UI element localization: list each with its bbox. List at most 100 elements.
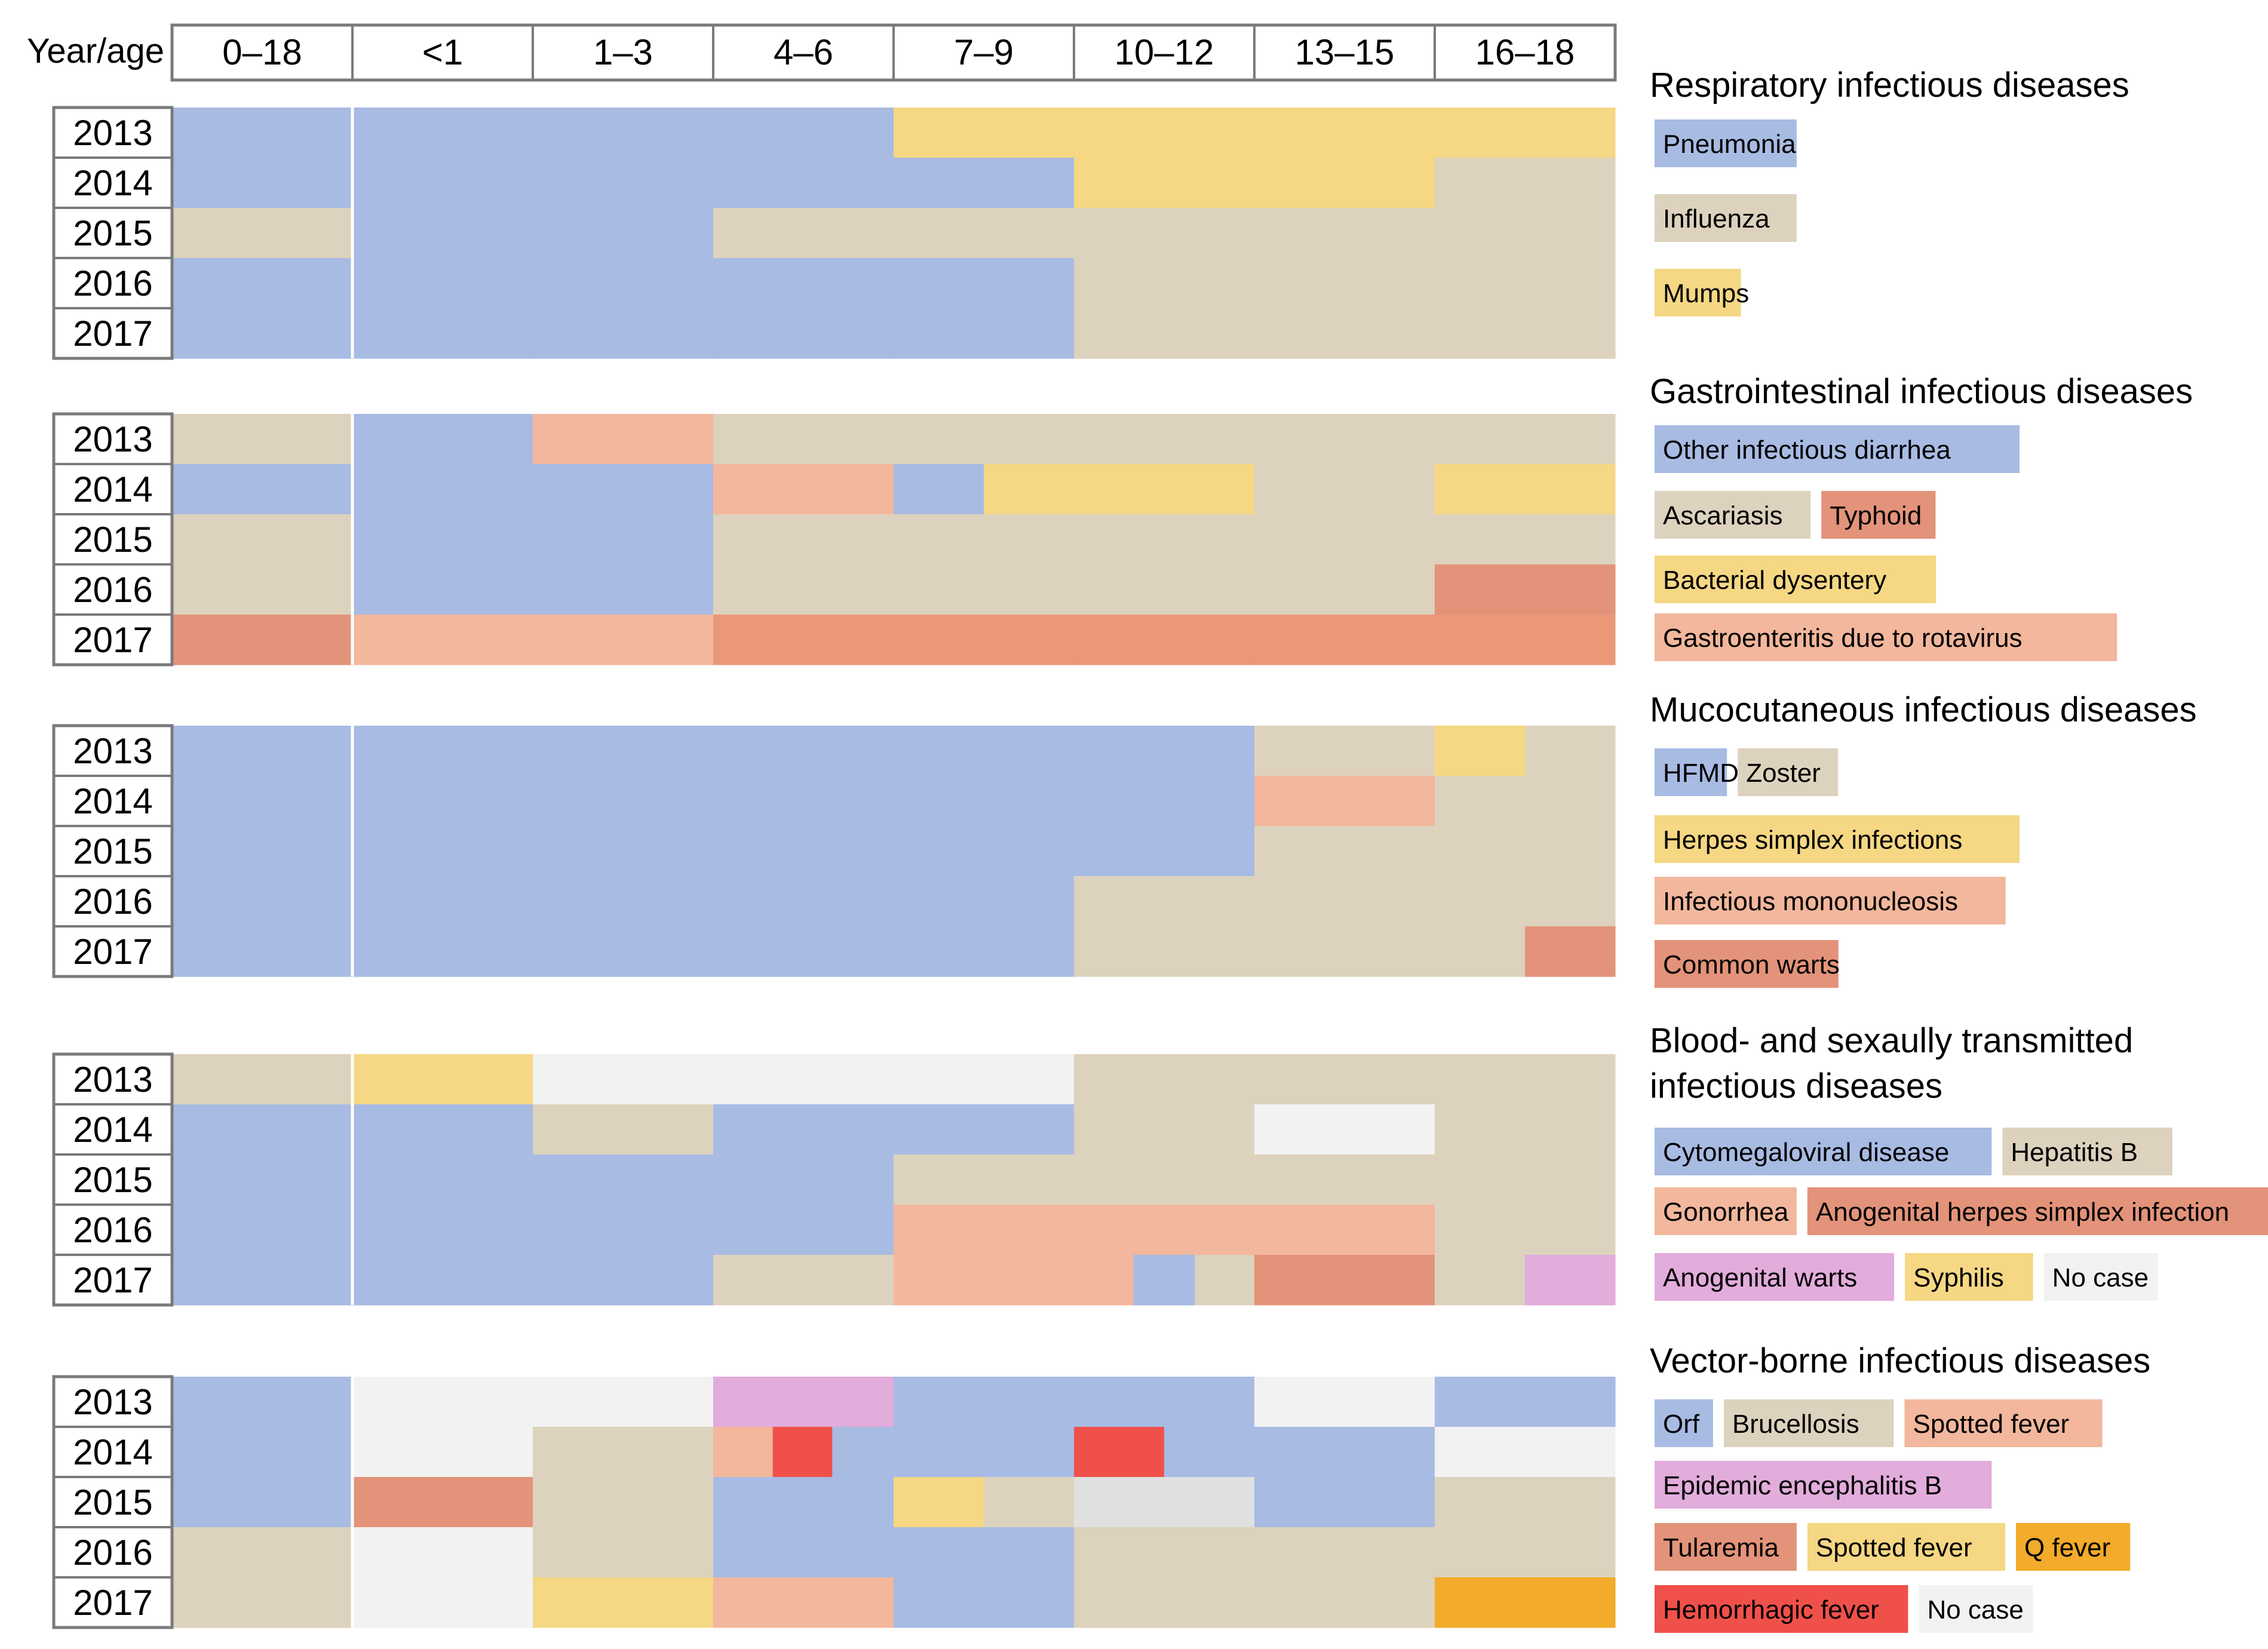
legend-label: Brucellosis (1732, 1410, 1859, 1439)
legend-label: Tularemia (1663, 1533, 1779, 1562)
heatmap-cell (533, 1104, 714, 1155)
legend-item: HFMD (1655, 748, 1739, 796)
legend-label: Herpes simplex infections (1663, 825, 1962, 855)
heatmap-cell (172, 826, 353, 877)
year-tick-label: 2016 (73, 1533, 152, 1573)
year-tick-label: 2014 (73, 1432, 152, 1472)
heatmap-cell (172, 258, 353, 309)
legend-item: Hepatitis B (2002, 1128, 2172, 1175)
legend-title: Gastrointestinal infectious diseases (1650, 372, 2193, 411)
heatmap-cell (713, 1255, 894, 1306)
legend-item: Anogenital warts (1655, 1253, 1895, 1301)
legend-swatch (1655, 877, 2006, 925)
heatmap-cell (1074, 1377, 1255, 1427)
year-tick-label: 2015 (73, 1160, 152, 1200)
heatmap-cell (713, 308, 894, 359)
heatmap-cell (172, 414, 353, 465)
heatmap-cell (894, 158, 1075, 208)
year-tick-label: 2013 (73, 1060, 152, 1100)
age-tick-label: 13–15 (1295, 32, 1395, 72)
heatmap-cell (172, 776, 353, 827)
heatmap-panel-2: 2013 2014 2015 2016 2017 (52, 412, 1616, 667)
heatmap-cell (1074, 258, 1255, 309)
heatmap-cell (1435, 1104, 1616, 1155)
legend-item: No case (2043, 1253, 2158, 1301)
heatmap-cell (1074, 564, 1255, 615)
heatmap-cell (352, 258, 533, 309)
heatmap-cell (1254, 1377, 1435, 1427)
legend-title: infectious diseases (1650, 1067, 1942, 1106)
legend-swatch (2002, 1128, 2172, 1175)
heatmap-cell (1254, 258, 1435, 309)
heatmap-cell (1435, 926, 1526, 977)
legend-item: Ascariasis (1655, 491, 1811, 539)
heatmap-cell (1254, 1527, 1435, 1578)
heatmap-cell (713, 776, 894, 827)
heatmap-cell (533, 108, 714, 158)
year-tick-label: 2015 (73, 213, 152, 253)
heatmap-cell (713, 726, 894, 776)
heatmap-cell (352, 514, 533, 565)
heatmap-cell (533, 926, 714, 977)
age-tick-label: <1 (422, 32, 463, 72)
legend-swatch (1655, 1128, 1992, 1175)
heatmap-cell (1074, 826, 1255, 877)
year-tick-label: 2015 (73, 520, 152, 560)
heatmap-cell (1435, 1205, 1616, 1255)
heatmap-cell (894, 564, 1075, 615)
legend-label: Typhoid (1830, 501, 1922, 530)
legend-swatch (1655, 748, 1727, 796)
heatmap-cell (1074, 464, 1255, 515)
heatmap-cell (713, 514, 894, 565)
legend-group-2: Gastrointestinal infectious diseases Othe… (1650, 372, 2193, 661)
legend-label: Gastroenteritis due to rotavirus (1663, 624, 2023, 653)
legend-item: Tularemia (1655, 1523, 1797, 1571)
heatmap-cell (713, 258, 894, 309)
heatmap-cell (1435, 1477, 1616, 1528)
heatmap-cell (1435, 876, 1616, 927)
heatmap-cell (894, 776, 1075, 827)
heatmap-cell (352, 615, 533, 665)
legend-label: Spotted fever (1816, 1533, 1972, 1562)
heatmap-cell (533, 208, 714, 259)
heatmap-cell (533, 564, 714, 615)
heatmap-cell (1435, 258, 1616, 309)
year-label-frame (52, 106, 174, 360)
legend-label: Mumps (1663, 279, 1749, 308)
heatmap-cell (172, 876, 353, 927)
heatmap-cell (713, 414, 894, 465)
heatmap-cell (352, 564, 533, 615)
legend-item: Spotted fever (1904, 1399, 2103, 1447)
heatmap-cell (772, 1427, 833, 1478)
heatmap-cell (1254, 308, 1435, 359)
heatmap-cell (713, 1154, 894, 1205)
heatmap-cell (1074, 1205, 1255, 1255)
heatmap-cell (1254, 615, 1435, 665)
legend-label: Infectious mononucleosis (1663, 887, 1958, 916)
legend-item: Syphilis (1905, 1253, 2033, 1301)
legend-group-1: Respiratory infectious diseases Pneumonia… (1650, 66, 2129, 317)
heatmap-panel-4: 2013 2014 2015 2016 2017 (52, 1052, 1616, 1307)
heatmap-cell (1074, 876, 1255, 927)
heatmap-cell (1074, 1154, 1255, 1205)
legend-item: Bacterial dysentery (1655, 555, 1936, 603)
legend-item: Epidemic encephalitis B (1655, 1461, 1992, 1509)
heatmap-cell (533, 258, 714, 309)
heatmap-cell (713, 108, 894, 158)
age-header: Year/age 0–18 <1 1–3 4–6 7–9 10–12 13–15 16–18 (27, 23, 1617, 82)
legend-item: Gonorrhea (1655, 1187, 1797, 1235)
heatmap-cell (1195, 1255, 1255, 1306)
heatmap-cell (352, 208, 533, 259)
heatmap-cell (713, 615, 894, 665)
heatmap-cell (1435, 564, 1616, 615)
heatmap-cell (1435, 308, 1616, 359)
heatmap-cell (172, 1205, 353, 1255)
heatmap-cell (172, 726, 353, 776)
year-label-frame (52, 412, 174, 667)
year-label-frame (52, 1052, 174, 1307)
heatmap-cell (352, 1527, 533, 1578)
heatmap-cell (1074, 208, 1255, 259)
heatmap-cell (172, 108, 353, 158)
legend-label: Hemorrhagic fever (1663, 1595, 1879, 1625)
heatmap-cell (1254, 876, 1435, 927)
